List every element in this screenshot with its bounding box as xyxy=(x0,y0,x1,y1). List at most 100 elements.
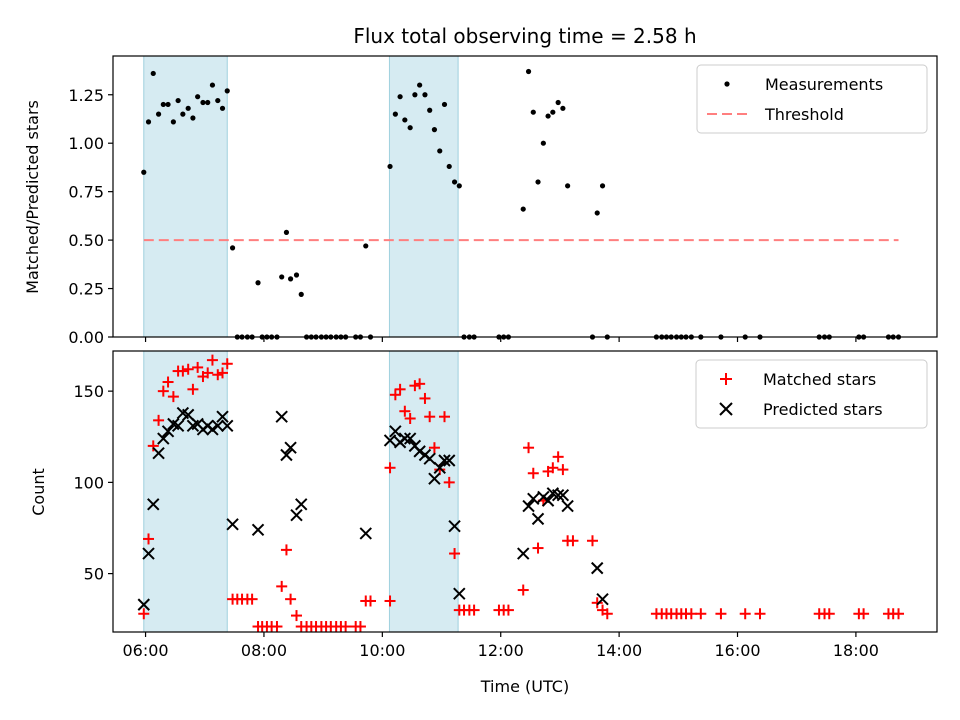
measurement-point xyxy=(520,206,526,212)
shaded-interval-0 xyxy=(143,350,228,633)
measurement-point xyxy=(279,274,285,280)
predicted-star-point xyxy=(383,434,397,447)
legend-matched-label: Matched stars xyxy=(763,370,876,389)
x-tick-label: 08:00 xyxy=(241,641,287,660)
matched-star-point xyxy=(527,467,539,479)
predicted-star-point xyxy=(142,547,155,560)
measurement-point xyxy=(422,92,428,98)
predicted-star-point xyxy=(389,425,402,438)
top-x-ticks xyxy=(144,337,857,342)
y-tick-label: 1.00 xyxy=(68,134,104,153)
matched-star-point xyxy=(739,608,751,620)
predicted-star-point xyxy=(181,408,195,422)
matched-star-point xyxy=(187,383,199,395)
matched-star-point xyxy=(601,608,613,620)
measurement-point xyxy=(437,148,443,154)
measurement-point xyxy=(555,99,561,106)
bottom-x-axis: 06:00 08:00 10:00 12:00 14:00 16:00 18:00 xyxy=(123,632,879,660)
matched-star-point xyxy=(246,593,258,605)
matched-star-point xyxy=(365,595,376,607)
matched-star-point xyxy=(384,462,396,474)
predicted-star-point xyxy=(591,561,604,575)
measurement-point xyxy=(594,210,600,216)
matched-star-point xyxy=(206,354,218,366)
chart-title: Flux total observing time = 2.58 h xyxy=(353,24,696,48)
predicted-star-point xyxy=(423,452,436,465)
matched-star-point xyxy=(276,580,288,592)
predicted-star-point xyxy=(596,592,609,606)
x-tick-label: 18:00 xyxy=(833,641,879,660)
predicted-star-point xyxy=(157,432,170,445)
measurement-point xyxy=(392,111,398,117)
measurement-point xyxy=(255,280,261,286)
matched-star-point xyxy=(695,608,707,620)
matched-star-point xyxy=(192,361,204,373)
matched-star-point xyxy=(404,413,416,425)
legend-measurements-marker xyxy=(724,81,730,87)
matched-star-point xyxy=(858,608,870,620)
measurement-point xyxy=(397,94,403,100)
measurement-point xyxy=(417,82,423,88)
predicted-star-point xyxy=(295,498,308,511)
matched-star-point xyxy=(428,442,440,454)
measurement-point xyxy=(200,99,206,106)
matched-star-point xyxy=(685,608,697,620)
matched-star-point xyxy=(285,593,297,605)
measurement-point xyxy=(141,169,147,175)
matched-star-point xyxy=(523,442,535,454)
top-legend-box xyxy=(696,64,928,134)
measurement-point xyxy=(402,117,408,123)
predicted-star-point xyxy=(551,488,565,502)
predicted-star-point xyxy=(517,547,530,560)
measurement-point xyxy=(165,101,171,108)
matched-star-point xyxy=(552,451,564,463)
predicted-star-point xyxy=(531,512,545,526)
predicted-star-point xyxy=(527,492,540,506)
predicted-star-point xyxy=(556,488,570,502)
matched-star-point xyxy=(532,542,544,554)
measurement-point xyxy=(185,105,191,111)
measurement-point xyxy=(530,109,536,115)
predicted-star-point xyxy=(443,454,456,467)
matched-star-point xyxy=(547,462,559,474)
measurement-point xyxy=(219,105,226,111)
matched-star-point xyxy=(354,621,366,633)
measurement-point xyxy=(287,276,294,282)
matched-star-point xyxy=(517,584,529,596)
matched-star-point xyxy=(468,604,480,616)
measurement-point xyxy=(550,109,556,115)
y-tick-label: 150 xyxy=(73,382,104,401)
x-tick-label: 16:00 xyxy=(714,641,760,660)
measurement-point xyxy=(525,68,532,75)
top-y-axis: 0.00 0.25 0.50 0.75 1.00 1.25 xyxy=(68,86,113,347)
matched-star-point xyxy=(182,363,194,375)
y-tick-label: 0.50 xyxy=(68,231,104,250)
measurement-point xyxy=(363,243,369,249)
top-panel: 0.00 0.25 0.50 0.75 1.00 1.25 Flux total obse… xyxy=(23,24,938,347)
matched-star-point xyxy=(143,533,155,545)
matched-star-point xyxy=(138,608,150,620)
matched-star-point xyxy=(271,621,283,633)
measurement-point xyxy=(283,229,290,235)
predicted-star-point xyxy=(216,410,229,423)
measurement-point xyxy=(545,113,551,119)
matched-star-point xyxy=(586,535,598,547)
bottom-panel: 50 100 150 06:00 08:00 10:00 12:00 14:00 16:00 1… xyxy=(29,350,938,696)
bottom-y-axis-label: Count xyxy=(29,468,48,516)
measurement-point xyxy=(145,119,152,125)
y-tick-label: 100 xyxy=(73,473,104,492)
y-tick-label: 0.75 xyxy=(68,183,104,202)
matched-star-point xyxy=(162,376,174,388)
matched-star-point xyxy=(167,391,179,403)
matched-star-point xyxy=(177,365,189,377)
predicted-star-point xyxy=(147,498,160,511)
matched-star-point xyxy=(340,621,352,633)
measurement-point xyxy=(224,88,230,94)
matched-star-point xyxy=(221,358,233,370)
matched-star-point xyxy=(715,608,727,620)
measurement-point xyxy=(451,179,458,185)
measurement-point xyxy=(155,111,162,117)
legend-matched-marker xyxy=(720,373,732,385)
measurement-point xyxy=(535,179,541,185)
